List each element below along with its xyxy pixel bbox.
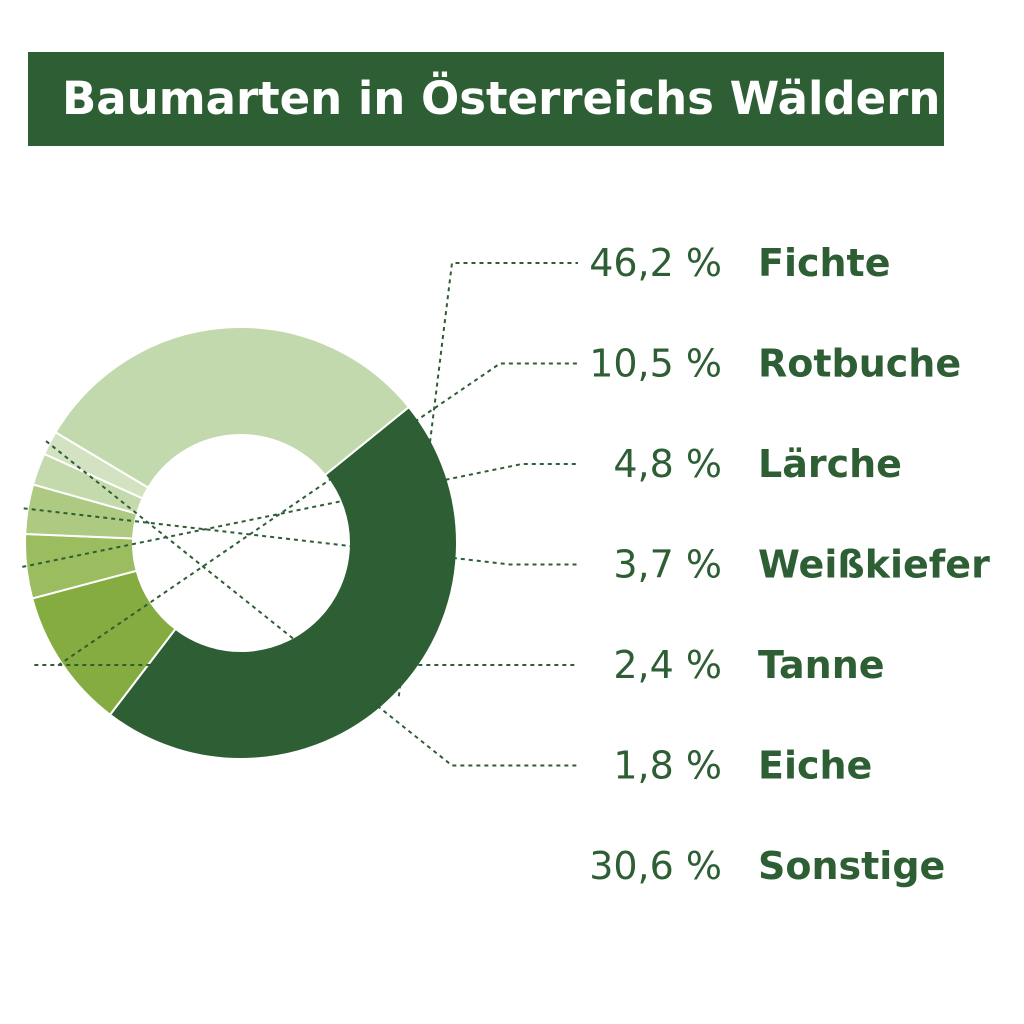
legend-value-weisskiefer: 3,7 % [613, 543, 722, 587]
legend-value-fichte: 46,2 % [589, 241, 722, 285]
legend-label-weisskiefer: Weißkiefer [758, 543, 990, 587]
slice-sonstige [54, 326, 411, 490]
leader-line-laerche [22, 463, 578, 568]
legend-value-rotbuche: 10,5 % [589, 342, 722, 386]
legend-value-laerche: 4,8 % [613, 442, 722, 486]
title-banner: Baumarten in Österreichs Wäldern [28, 52, 944, 146]
slices-group [24, 326, 458, 760]
legend-label-fichte: Fichte [758, 241, 891, 285]
legend-value-sonstige: 30,6 % [589, 844, 722, 888]
legend: 46,2 % Fichte 10,5 % Rotbuche 4,8 % Lärche 3,7… [589, 241, 990, 888]
leader-line-rotbuche [57, 362, 578, 667]
legend-label-tanne: Tanne [758, 643, 885, 687]
leader-line-eiche [45, 440, 578, 767]
legend-label-laerche: Lärche [758, 442, 902, 486]
leader-lines [22, 262, 578, 767]
legend-value-eiche: 1,8 % [613, 744, 722, 788]
legend-label-eiche: Eiche [758, 744, 872, 788]
legend-value-tanne: 2,4 % [613, 643, 722, 687]
legend-label-sonstige: Sonstige [758, 844, 945, 888]
chart-title: Baumarten in Österreichs Wäldern [62, 72, 941, 125]
legend-label-rotbuche: Rotbuche [758, 342, 961, 386]
leader-line-fichte [397, 262, 578, 697]
leader-line-weisskiefer [23, 507, 578, 566]
